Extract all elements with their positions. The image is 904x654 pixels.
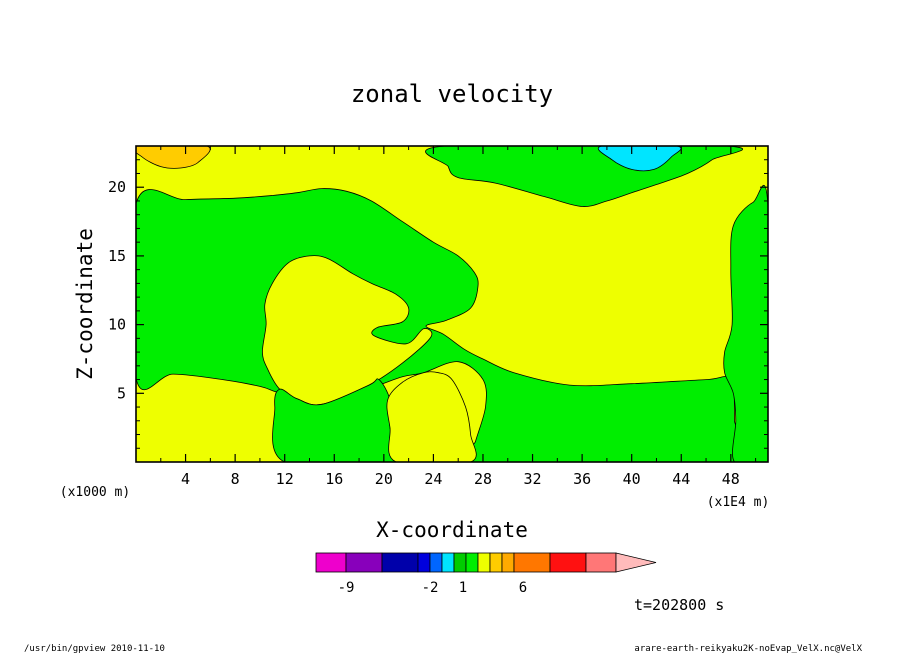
plot-frame (135, 145, 769, 463)
contour-region-orange (136, 146, 211, 169)
x-axis-label: X-coordinate (376, 518, 528, 542)
x-tick-label: 36 (573, 470, 591, 488)
y-tick-label: 5 (117, 384, 126, 402)
colorbar-cell (477, 552, 491, 573)
contour-region-cyan (597, 146, 682, 172)
colorbar-cell (549, 552, 587, 573)
colorbar-cell (315, 552, 347, 573)
colorbar-label: -9 (338, 580, 355, 596)
y-tick-label: 20 (108, 178, 126, 196)
colorbar-cell (381, 552, 419, 573)
footer-right: arare-earth-reikyaku2K-noEvap_VelX.nc@Ve… (634, 644, 862, 654)
footer-left: /usr/bin/gpview 2010-11-10 (24, 644, 165, 654)
colorbar-cell (453, 552, 467, 573)
x-tick-label: 20 (375, 470, 393, 488)
colorbar-cell (489, 552, 503, 573)
colorbar-cell (429, 552, 443, 573)
y-axis-label: Z-coordinate (73, 228, 97, 380)
colorbar-cell (441, 552, 455, 573)
x-tick-label: 40 (623, 470, 641, 488)
x-tick-label: 16 (325, 470, 343, 488)
colorbar-cell (417, 552, 431, 573)
contour-region-yellow (261, 255, 433, 406)
chart-title: zonal velocity (351, 80, 553, 108)
x-tick-label: 44 (672, 470, 690, 488)
colorbar-label: 6 (519, 580, 527, 596)
x-tick-label: 24 (424, 470, 442, 488)
colorbar-cell (465, 552, 479, 573)
y-tick-label: 10 (108, 316, 126, 334)
time-label: t=202800 s (634, 596, 724, 614)
x-tick-label: 12 (276, 470, 294, 488)
colorbar-cell (585, 552, 617, 573)
colorbar-cell (501, 552, 515, 573)
contour-region-green (723, 184, 768, 462)
colorbar-arrow (615, 552, 657, 573)
x-tick-label: 4 (181, 470, 190, 488)
colorbar: -9 -2 1 6 (315, 552, 657, 596)
colorbar-cell (513, 552, 551, 573)
x-unit-label: (x1E4 m) (707, 495, 770, 510)
contour-regions (136, 146, 768, 462)
x-tick-label: 28 (474, 470, 492, 488)
y-tick-label: 15 (108, 247, 126, 265)
x-tick-label: 8 (231, 470, 240, 488)
contour-region-yellow (386, 371, 477, 462)
x-tick-label: 48 (722, 470, 740, 488)
colorbar-label: 1 (459, 580, 467, 596)
colorbar-cell (345, 552, 383, 573)
colorbar-label: -2 (422, 580, 439, 596)
y-unit-label: (x1000 m) (60, 485, 130, 500)
x-tick-label: 32 (524, 470, 542, 488)
